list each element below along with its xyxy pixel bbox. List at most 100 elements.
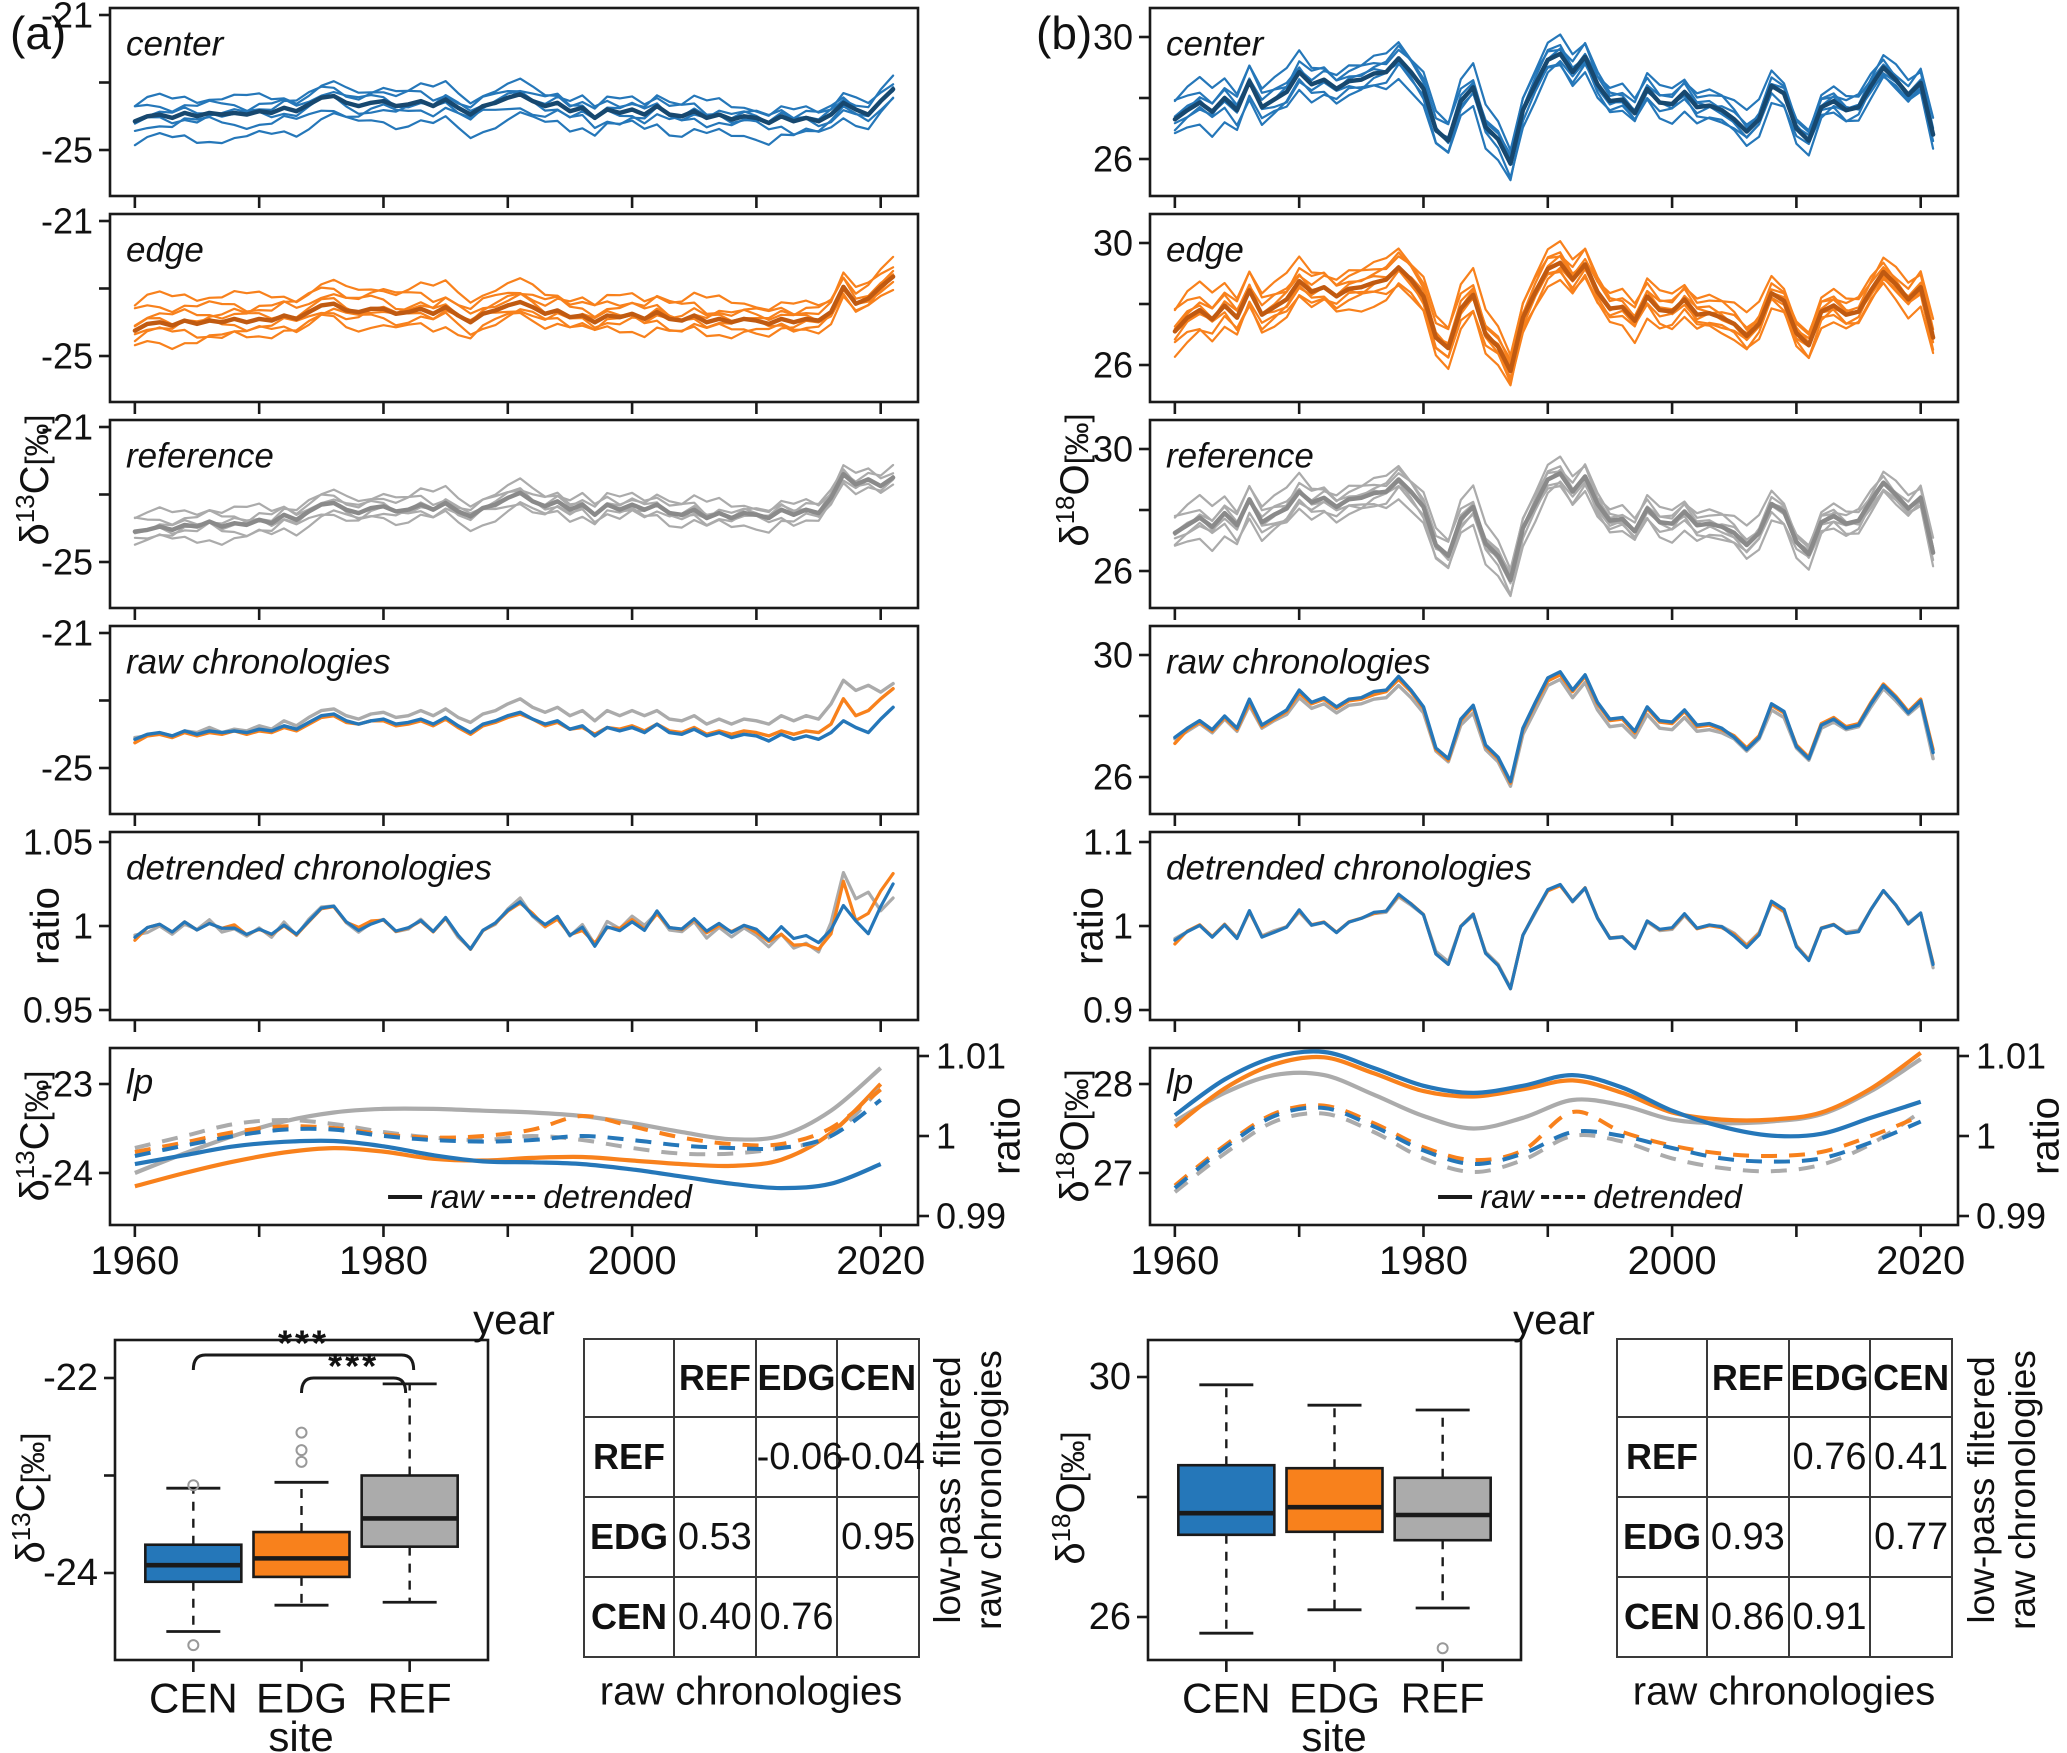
tick-label: 30 (1089, 1356, 1131, 1398)
box-CEN (144, 1479, 243, 1652)
permil-unit: [‰] (1058, 413, 1096, 465)
isotope-mass: 13 (9, 494, 40, 524)
tick-label: -21 (41, 613, 93, 654)
a-lp-ylabel-ratio-right: ratio (984, 1097, 1029, 1175)
b-center-panel: 30 26 center (1093, 6, 1960, 208)
b-box-ylabel-isotope: δ18O[‰] (1046, 1431, 1094, 1564)
b-xaxis-year-label: year (1513, 1296, 1595, 1343)
data-line (132, 472, 896, 534)
year-tick-label: 1980 (1379, 1239, 1468, 1283)
tick-label: 1.1 (1083, 822, 1133, 863)
year-tick-label: 2020 (836, 1239, 925, 1283)
tick-label: 26 (1089, 1596, 1131, 1638)
b-reference-panel: 30 26 reference (1093, 418, 1960, 620)
lp-detrended-line (134, 1088, 882, 1154)
panel-title: detrended chronologies (1166, 849, 1532, 888)
tick-label: -24 (43, 1552, 98, 1594)
tick-label: -21 (41, 201, 93, 242)
row-header-ref: REF (583, 1416, 675, 1499)
element-symbol: O (1053, 1120, 1098, 1152)
column-b: 30 26 center 30 26 edge 30 26 reference 30 26 raw c… (1083, 6, 2046, 1722)
tick-label: 1 (73, 906, 93, 947)
correlation-value-cell: 0.95 (836, 1496, 920, 1579)
a-correlation-table: REF EDG CEN REF -0.06 -0.04 EDG 0.53 0.95 CEN 0.40… (583, 1337, 925, 1658)
a-raw-chronologies-panel: -21 -25 raw chronologies (41, 613, 920, 826)
data-line (1173, 480, 1935, 597)
correlation-value-cell: 0.76 (1787, 1416, 1872, 1499)
lowpass-filtered-line: low-pass filtered (1961, 1356, 2002, 1624)
panel-border (108, 212, 920, 404)
tick-label: 26 (1093, 345, 1133, 386)
row-header-cen: CEN (583, 1576, 675, 1658)
element-symbol: O (1053, 464, 1098, 496)
delta-symbol: δ (1053, 524, 1098, 547)
box-REF (1393, 1408, 1492, 1655)
element-symbol: C (13, 1121, 58, 1151)
data-line (133, 266, 895, 317)
b-box-xaxis-site-label: site (1301, 1713, 1367, 1753)
data-line (1173, 58, 1935, 179)
col-header-ref: REF (673, 1337, 757, 1419)
b-table-caption: raw chronologies (1632, 1669, 1936, 1714)
panel-border (1148, 624, 1960, 816)
data-line (133, 463, 895, 520)
permil-unit: [‰] (1058, 1069, 1096, 1121)
corner-cell (1616, 1337, 1708, 1419)
element-symbol: O (1049, 1482, 1094, 1514)
panel-border (108, 624, 920, 816)
table-header-row: REF EDG CEN (1616, 1337, 1953, 1419)
tick-label: 1.05 (23, 822, 93, 863)
site-category-label: CEN (149, 1675, 238, 1722)
panel-border (108, 6, 920, 198)
data-line (1172, 260, 1936, 374)
table-row: REF 0.76 0.41 (1616, 1416, 1953, 1499)
correlation-value-cell: 0.93 (1706, 1496, 1790, 1579)
legend-raw-label: raw (1480, 1178, 1534, 1215)
correlation-value-cell: 0.86 (1706, 1576, 1790, 1658)
tick-label: 26 (1093, 551, 1133, 592)
tick-label: 0.99 (1976, 1196, 2046, 1237)
a-box-ylabel-isotope: δ13C[‰] (6, 1432, 54, 1563)
b-detrended-chronologies-panel: 1.1 1 0.9 detrended chronologies (1083, 822, 1960, 1032)
outlier-point (187, 1479, 200, 1492)
correlation-value-cell (1706, 1416, 1790, 1499)
table-row: REF -0.06 -0.04 (583, 1416, 925, 1499)
lowpass-filtered-line: low-pass filtered (927, 1356, 968, 1624)
isotope-mass: 18 (1045, 1513, 1076, 1543)
box (1177, 1463, 1276, 1537)
col-header-cen: CEN (836, 1337, 920, 1419)
data-line (133, 288, 895, 351)
data-line (133, 882, 895, 951)
year-tick-label: 1960 (90, 1239, 179, 1283)
year-tick-label: 2020 (1876, 1239, 1965, 1283)
outlier-point (187, 1639, 200, 1652)
panel-title: edge (126, 231, 204, 270)
panel-border (108, 418, 920, 610)
a-table-caption: raw chronologies (599, 1669, 903, 1714)
box (252, 1530, 351, 1579)
correlation-value-cell: -0.06 (754, 1416, 843, 1499)
delta-symbol: δ (1053, 1180, 1098, 1203)
col-header-edg: EDG (754, 1337, 839, 1419)
correlation-value-cell (1787, 1496, 1872, 1579)
correlation-value-cell: -0.04 (836, 1416, 925, 1499)
raw-chronologies-line: raw chronologies (968, 1350, 1009, 1630)
tick-label: -23 (41, 1064, 93, 1105)
table-row: EDG 0.53 0.95 (583, 1496, 920, 1579)
row-header-cen: CEN (1616, 1576, 1708, 1658)
panel-title: raw chronologies (1166, 643, 1431, 682)
isotope-mass: 18 (1049, 1151, 1080, 1181)
a-center-panel: -21 -25 center (41, 0, 920, 208)
tick-label: 30 (1093, 223, 1133, 264)
correlation-value-cell (673, 1416, 757, 1499)
subfigure-a-label: (a) (10, 7, 67, 59)
b-boxplot-panel: 30 26 CEN EDG REF (1089, 1338, 1523, 1722)
tick-label: -25 (41, 748, 93, 789)
b-table-right-label: low-pass filtered raw chronologies (1961, 1350, 2043, 1630)
data-line (1173, 670, 1935, 784)
correlation-value-cell: 0.40 (673, 1576, 757, 1658)
site-category-label: REF (368, 1675, 452, 1722)
lp-detrended-line (134, 1098, 882, 1158)
data-line (1172, 471, 1936, 583)
col-header-ref: REF (1706, 1337, 1790, 1419)
